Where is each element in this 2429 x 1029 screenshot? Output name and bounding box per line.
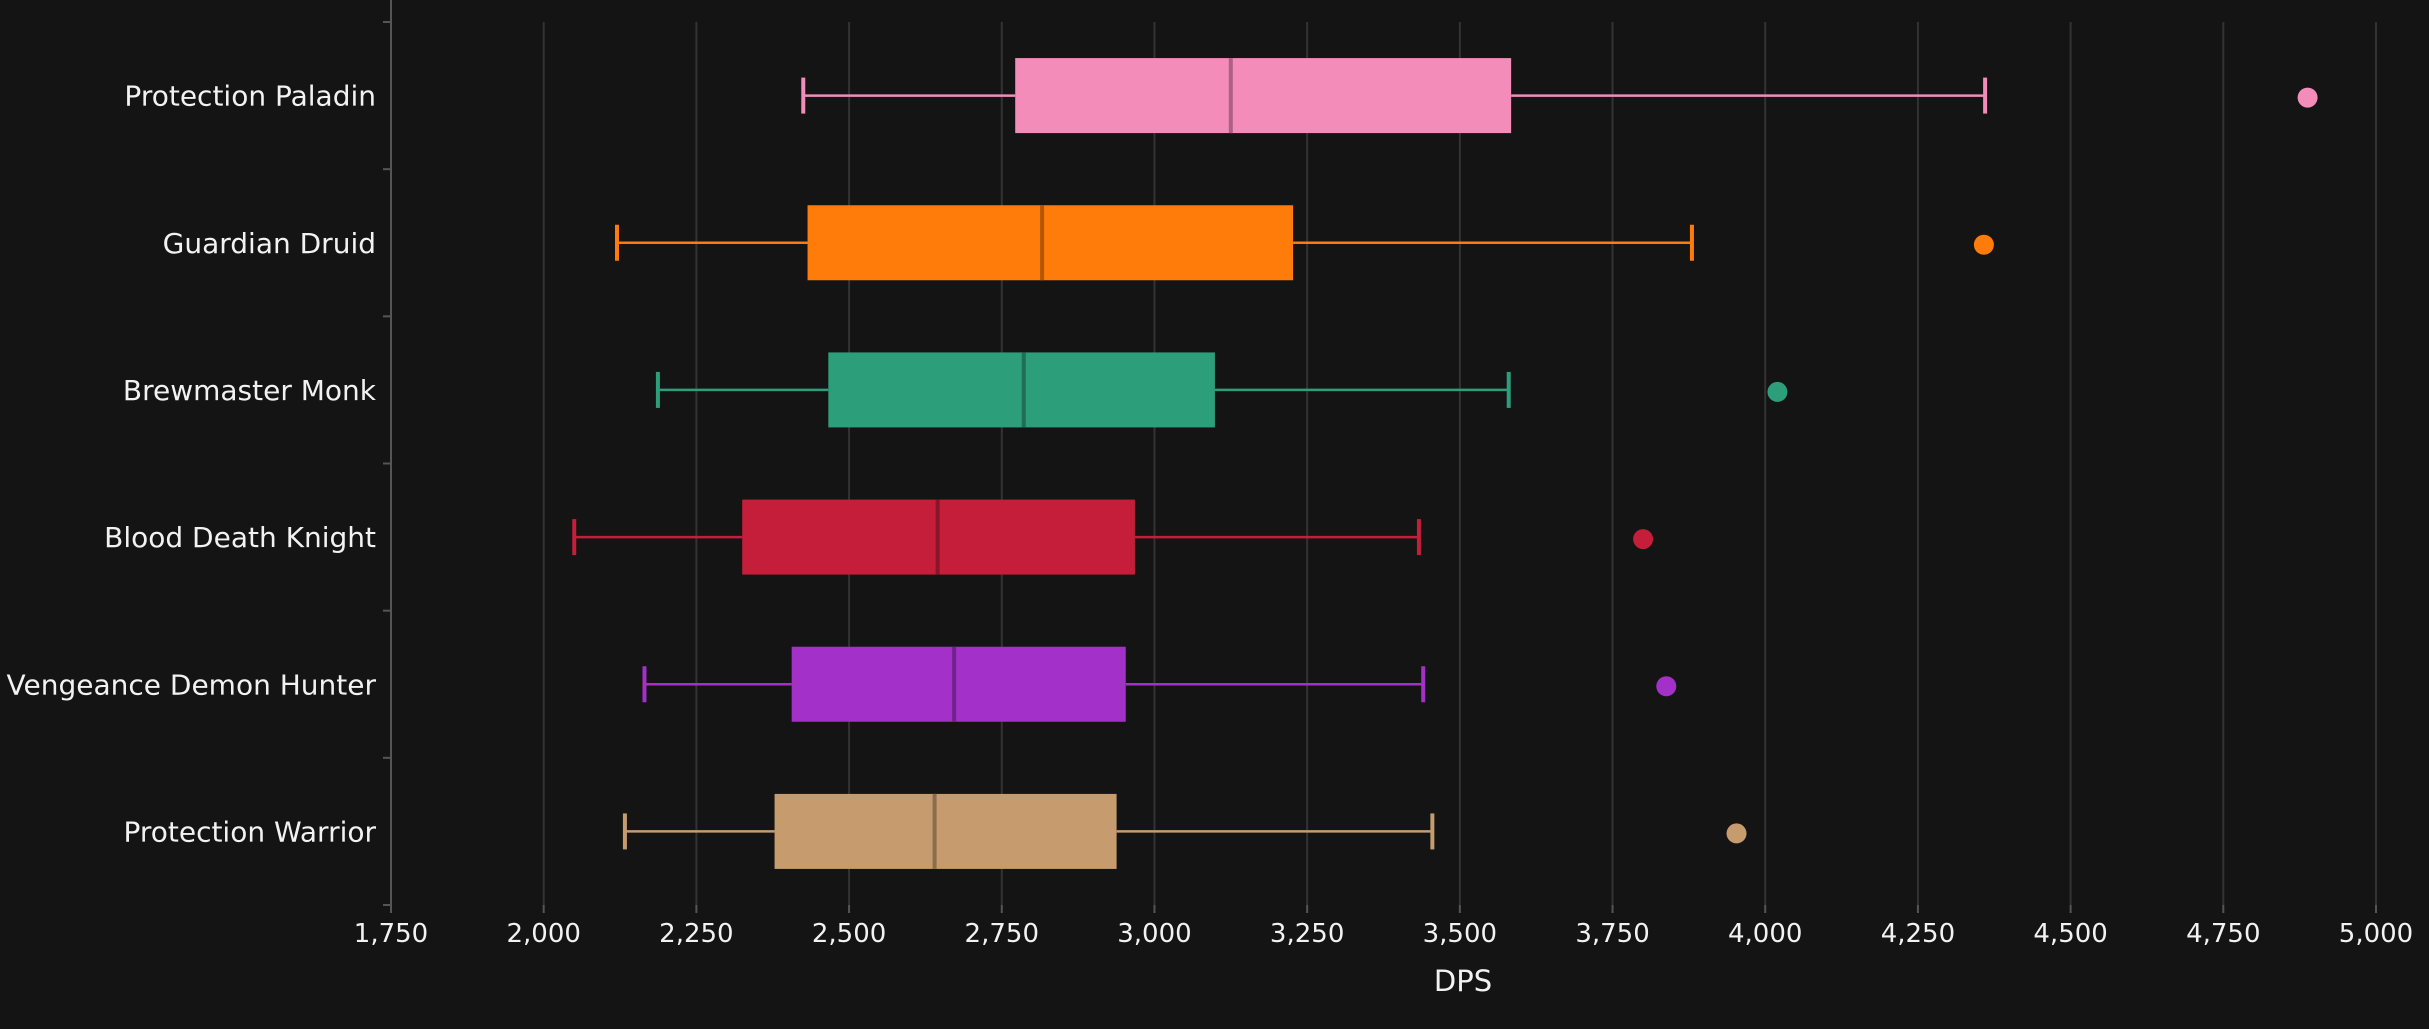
- x-tick-label: 3,250: [1270, 919, 1344, 949]
- outlier-point: [1656, 676, 1677, 697]
- boxes: [572, 58, 2318, 869]
- x-axis-title: DPS: [1434, 964, 1492, 998]
- x-tick-label: 2,500: [812, 919, 886, 949]
- iqr-box: [828, 352, 1215, 428]
- category-label: Blood Death Knight: [104, 521, 376, 554]
- x-tick-label: 2,000: [506, 919, 580, 949]
- x-tick-label: 4,000: [1728, 919, 1802, 949]
- box-group: [622, 793, 1747, 869]
- x-tick-label: 2,250: [659, 919, 733, 949]
- box-group: [655, 352, 1788, 428]
- outlier-point: [1633, 529, 1654, 550]
- outlier-point: [1973, 234, 1994, 255]
- x-tick-label: 2,750: [965, 919, 1039, 949]
- box-group: [614, 205, 1994, 281]
- x-tick-label: 1,750: [354, 919, 428, 949]
- category-label: Brewmaster Monk: [123, 374, 377, 407]
- grid-lines: [542, 22, 2377, 905]
- outlier-point: [1767, 381, 1788, 402]
- box-group: [572, 499, 1654, 575]
- x-tick-label: 4,500: [2033, 919, 2107, 949]
- x-tick-label: 4,750: [2186, 919, 2260, 949]
- category-label: Guardian Druid: [163, 227, 376, 260]
- category-label: Protection Paladin: [124, 80, 376, 113]
- iqr-box: [791, 646, 1126, 722]
- x-tick-label: 3,000: [1117, 919, 1191, 949]
- box-group: [801, 58, 2318, 134]
- x-tick-label: 3,500: [1423, 919, 1497, 949]
- iqr-box: [807, 205, 1294, 281]
- outlier-point: [2297, 87, 2318, 108]
- x-tick-label: 4,250: [1881, 919, 1955, 949]
- iqr-box: [774, 793, 1117, 869]
- category-label: Protection Warrior: [123, 815, 376, 848]
- outlier-point: [1726, 823, 1747, 844]
- x-tick-label: 3,750: [1575, 919, 1649, 949]
- labels: 1,750 2,000 2,250 2,500 2,750 3,000 3,250 3,500…: [7, 80, 2414, 949]
- category-label: Vengeance Demon Hunter: [7, 668, 377, 701]
- box-group: [642, 646, 1677, 722]
- x-tick-label: 5,000: [2339, 919, 2413, 949]
- iqr-box: [1015, 58, 1512, 134]
- axes: [383, 0, 2377, 913]
